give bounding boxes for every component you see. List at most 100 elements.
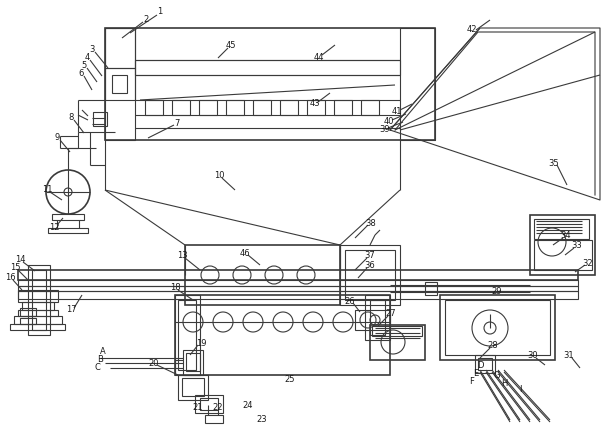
Bar (534, 240, 592, 270)
Text: 24: 24 (243, 400, 253, 410)
Bar (185, 245, 340, 305)
Bar (530, 215, 595, 275)
Bar (361, 100, 379, 115)
Bar (18, 290, 58, 302)
Bar (18, 270, 578, 280)
Bar (18, 291, 578, 299)
Text: 15: 15 (10, 264, 20, 273)
Bar (345, 250, 395, 300)
Text: A: A (100, 348, 106, 356)
Text: 3: 3 (90, 45, 95, 55)
Bar (172, 100, 190, 115)
Bar (14, 316, 62, 324)
Text: 14: 14 (15, 255, 25, 265)
Text: C: C (94, 363, 100, 373)
Text: 1: 1 (157, 7, 163, 16)
Text: 44: 44 (314, 52, 324, 61)
Bar (135, 60, 400, 75)
Text: 4: 4 (84, 53, 90, 63)
Bar (182, 378, 204, 396)
Text: G: G (494, 370, 500, 380)
Text: 34: 34 (561, 232, 571, 240)
Text: 41: 41 (392, 108, 402, 116)
Bar (20, 308, 36, 316)
Text: 21: 21 (193, 404, 203, 412)
Bar (475, 355, 495, 373)
Bar (334, 100, 352, 115)
Text: 38: 38 (365, 218, 376, 228)
Text: 19: 19 (196, 339, 206, 348)
Bar (105, 28, 135, 68)
Bar (478, 358, 492, 370)
Bar (18, 286, 578, 291)
Text: 26: 26 (345, 296, 355, 306)
Text: 30: 30 (528, 351, 538, 360)
Text: 36: 36 (365, 262, 375, 270)
Bar (105, 28, 435, 140)
Text: 29: 29 (492, 288, 502, 296)
Text: 17: 17 (66, 306, 76, 314)
Text: 8: 8 (68, 113, 74, 123)
Bar (175, 295, 390, 375)
Text: 9: 9 (54, 134, 60, 142)
Bar (205, 415, 223, 423)
Bar (253, 100, 271, 115)
Bar (48, 228, 88, 233)
Text: 37: 37 (365, 251, 375, 261)
Text: D: D (477, 360, 483, 370)
Bar (186, 353, 200, 371)
Bar (178, 300, 196, 370)
Bar (370, 325, 425, 360)
Bar (370, 300, 385, 335)
Text: 42: 42 (466, 26, 477, 34)
Text: 12: 12 (49, 224, 59, 232)
Bar (534, 219, 589, 239)
Text: 28: 28 (488, 341, 499, 351)
Bar (340, 245, 400, 305)
Text: 10: 10 (214, 172, 224, 180)
Text: 43: 43 (310, 100, 320, 108)
Bar (32, 270, 46, 330)
Text: 40: 40 (384, 117, 394, 127)
Text: 11: 11 (42, 186, 52, 194)
Text: 16: 16 (5, 273, 15, 283)
Text: F: F (469, 377, 474, 385)
Bar (52, 214, 84, 220)
Text: 20: 20 (149, 359, 159, 367)
Text: 35: 35 (549, 158, 559, 168)
Bar (199, 100, 217, 115)
Bar (440, 295, 555, 360)
Bar (425, 282, 437, 295)
Text: 25: 25 (285, 375, 295, 385)
Text: 7: 7 (174, 119, 180, 127)
Bar (183, 350, 203, 375)
Text: 5: 5 (82, 61, 87, 71)
Text: 39: 39 (380, 126, 390, 135)
Text: 45: 45 (226, 41, 236, 51)
Bar (372, 326, 422, 336)
Bar (112, 75, 127, 93)
Bar (28, 265, 50, 335)
Bar (355, 310, 390, 330)
Bar (10, 324, 65, 330)
Bar (18, 280, 578, 286)
Text: I: I (518, 385, 522, 395)
Text: B: B (97, 355, 103, 365)
Bar (445, 300, 550, 355)
Text: 2: 2 (143, 15, 149, 25)
Bar (93, 112, 107, 126)
Bar (105, 28, 135, 140)
Bar (200, 398, 218, 410)
Text: 6: 6 (78, 70, 83, 78)
Text: 33: 33 (572, 242, 583, 250)
Bar (307, 100, 325, 115)
Text: 46: 46 (240, 248, 250, 258)
Bar (105, 68, 135, 100)
Text: 22: 22 (213, 404, 223, 412)
Text: E: E (473, 369, 479, 377)
Text: 23: 23 (257, 415, 267, 425)
Bar (178, 375, 208, 400)
Text: 31: 31 (564, 351, 574, 360)
Bar (365, 295, 390, 340)
Bar (145, 100, 163, 115)
